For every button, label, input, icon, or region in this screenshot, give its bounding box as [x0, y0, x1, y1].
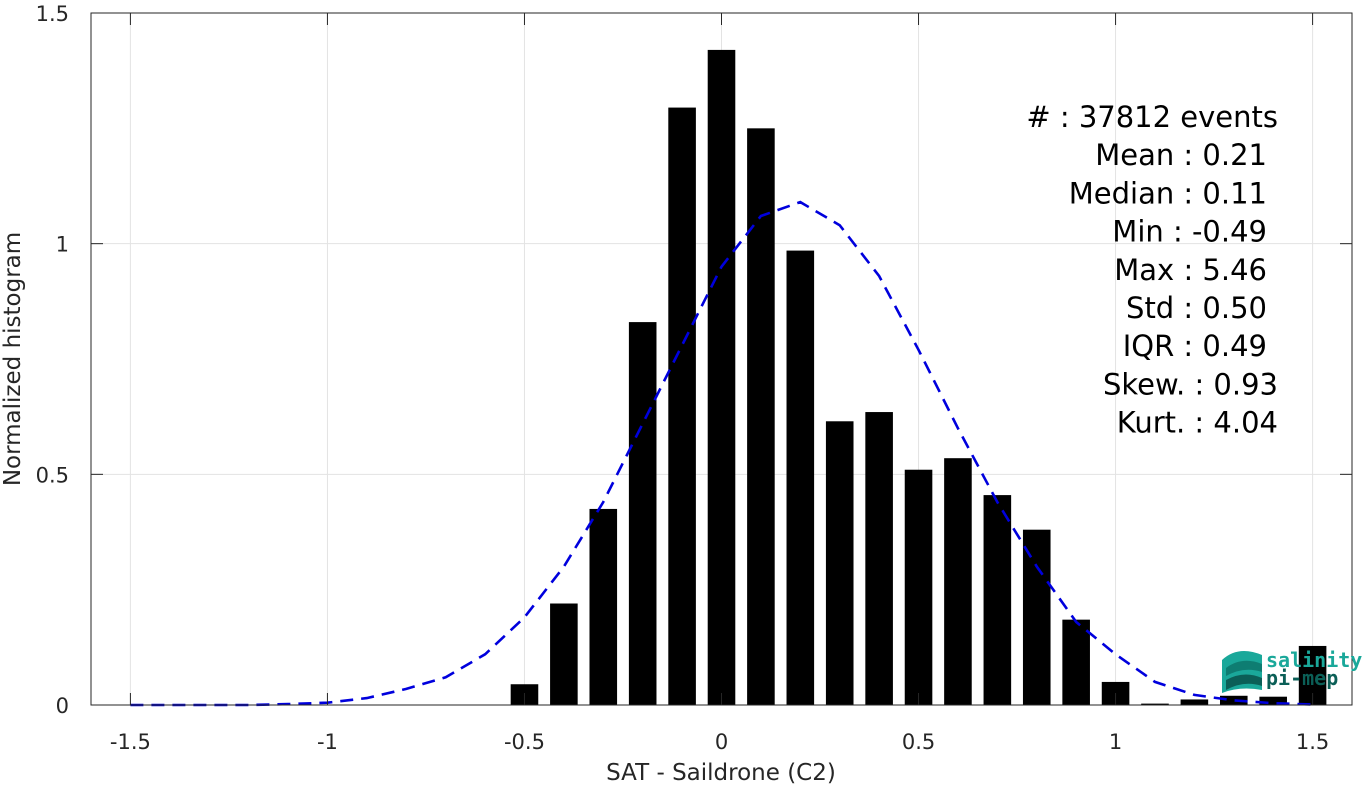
salinity-pi-mep-logo: salinity pi-mep	[1222, 648, 1362, 693]
stat-line: IQR : 0.49	[1123, 329, 1267, 363]
histogram-bar	[904, 469, 933, 705]
histogram-bar	[1062, 619, 1090, 705]
histogram-bar	[1219, 695, 1248, 705]
x-tick-label: 0	[715, 730, 728, 754]
histogram-bar	[1022, 529, 1051, 705]
y-tick-label: 0.5	[36, 463, 69, 487]
axes	[90, 12, 1353, 706]
histogram-bar	[983, 495, 1012, 705]
x-tick-label: 1	[1109, 730, 1122, 754]
histogram-bar	[865, 412, 893, 705]
x-tick-label: 1.5	[1296, 730, 1329, 754]
histogram-bar	[747, 128, 775, 706]
stat-line: Skew. : 0.93	[1103, 367, 1278, 401]
histogram-bar	[944, 458, 972, 705]
logo-text-salinity: salinity	[1266, 648, 1362, 672]
stat-line: Mean : 0.21	[1095, 138, 1267, 172]
logo-text-pi-mep: pi-mep	[1266, 666, 1338, 690]
stat-line: Median : 0.11	[1069, 176, 1267, 210]
stat-line: Max : 5.46	[1114, 253, 1267, 287]
x-tick-label: -1.5	[110, 730, 151, 754]
histogram-bar	[589, 508, 618, 705]
x-axis-label: SAT - Saildrone (C2)	[606, 760, 836, 785]
stat-line: Kurt. : 4.04	[1117, 406, 1278, 440]
y-tick-label: 0	[56, 694, 69, 718]
x-tick-label: -0.5	[504, 730, 545, 754]
y-tick-label: 1	[56, 233, 69, 257]
stat-line: Min : -0.49	[1112, 215, 1267, 249]
histogram-bar	[786, 250, 815, 705]
stat-line: Std : 0.50	[1126, 291, 1267, 325]
statistics-panel: # : 37812 events Mean : 0.21 Median : 0.11…	[1026, 100, 1278, 440]
tick-labels: -1.5 -1 -0.5 0 0.5 1 1.5 0 0.5 1 1.5	[36, 2, 1330, 754]
y-tick-label: 1.5	[36, 2, 69, 26]
histogram-bar	[1259, 696, 1287, 705]
x-tick-label: 0.5	[902, 730, 935, 754]
histogram-bar	[628, 322, 657, 705]
stat-line: # : 37812 events	[1026, 100, 1278, 134]
x-tick-label: -1	[317, 730, 338, 754]
histogram-bar	[1141, 703, 1169, 705]
histogram-bar	[550, 603, 578, 705]
histogram-bar	[707, 49, 736, 705]
logo-mark	[1222, 651, 1262, 693]
histogram-bar	[668, 107, 696, 705]
histogram-bar	[825, 421, 854, 705]
y-axis-label: Normalized histogram	[0, 232, 26, 486]
histogram-bar	[1180, 699, 1209, 705]
histogram-bars	[510, 49, 1327, 706]
